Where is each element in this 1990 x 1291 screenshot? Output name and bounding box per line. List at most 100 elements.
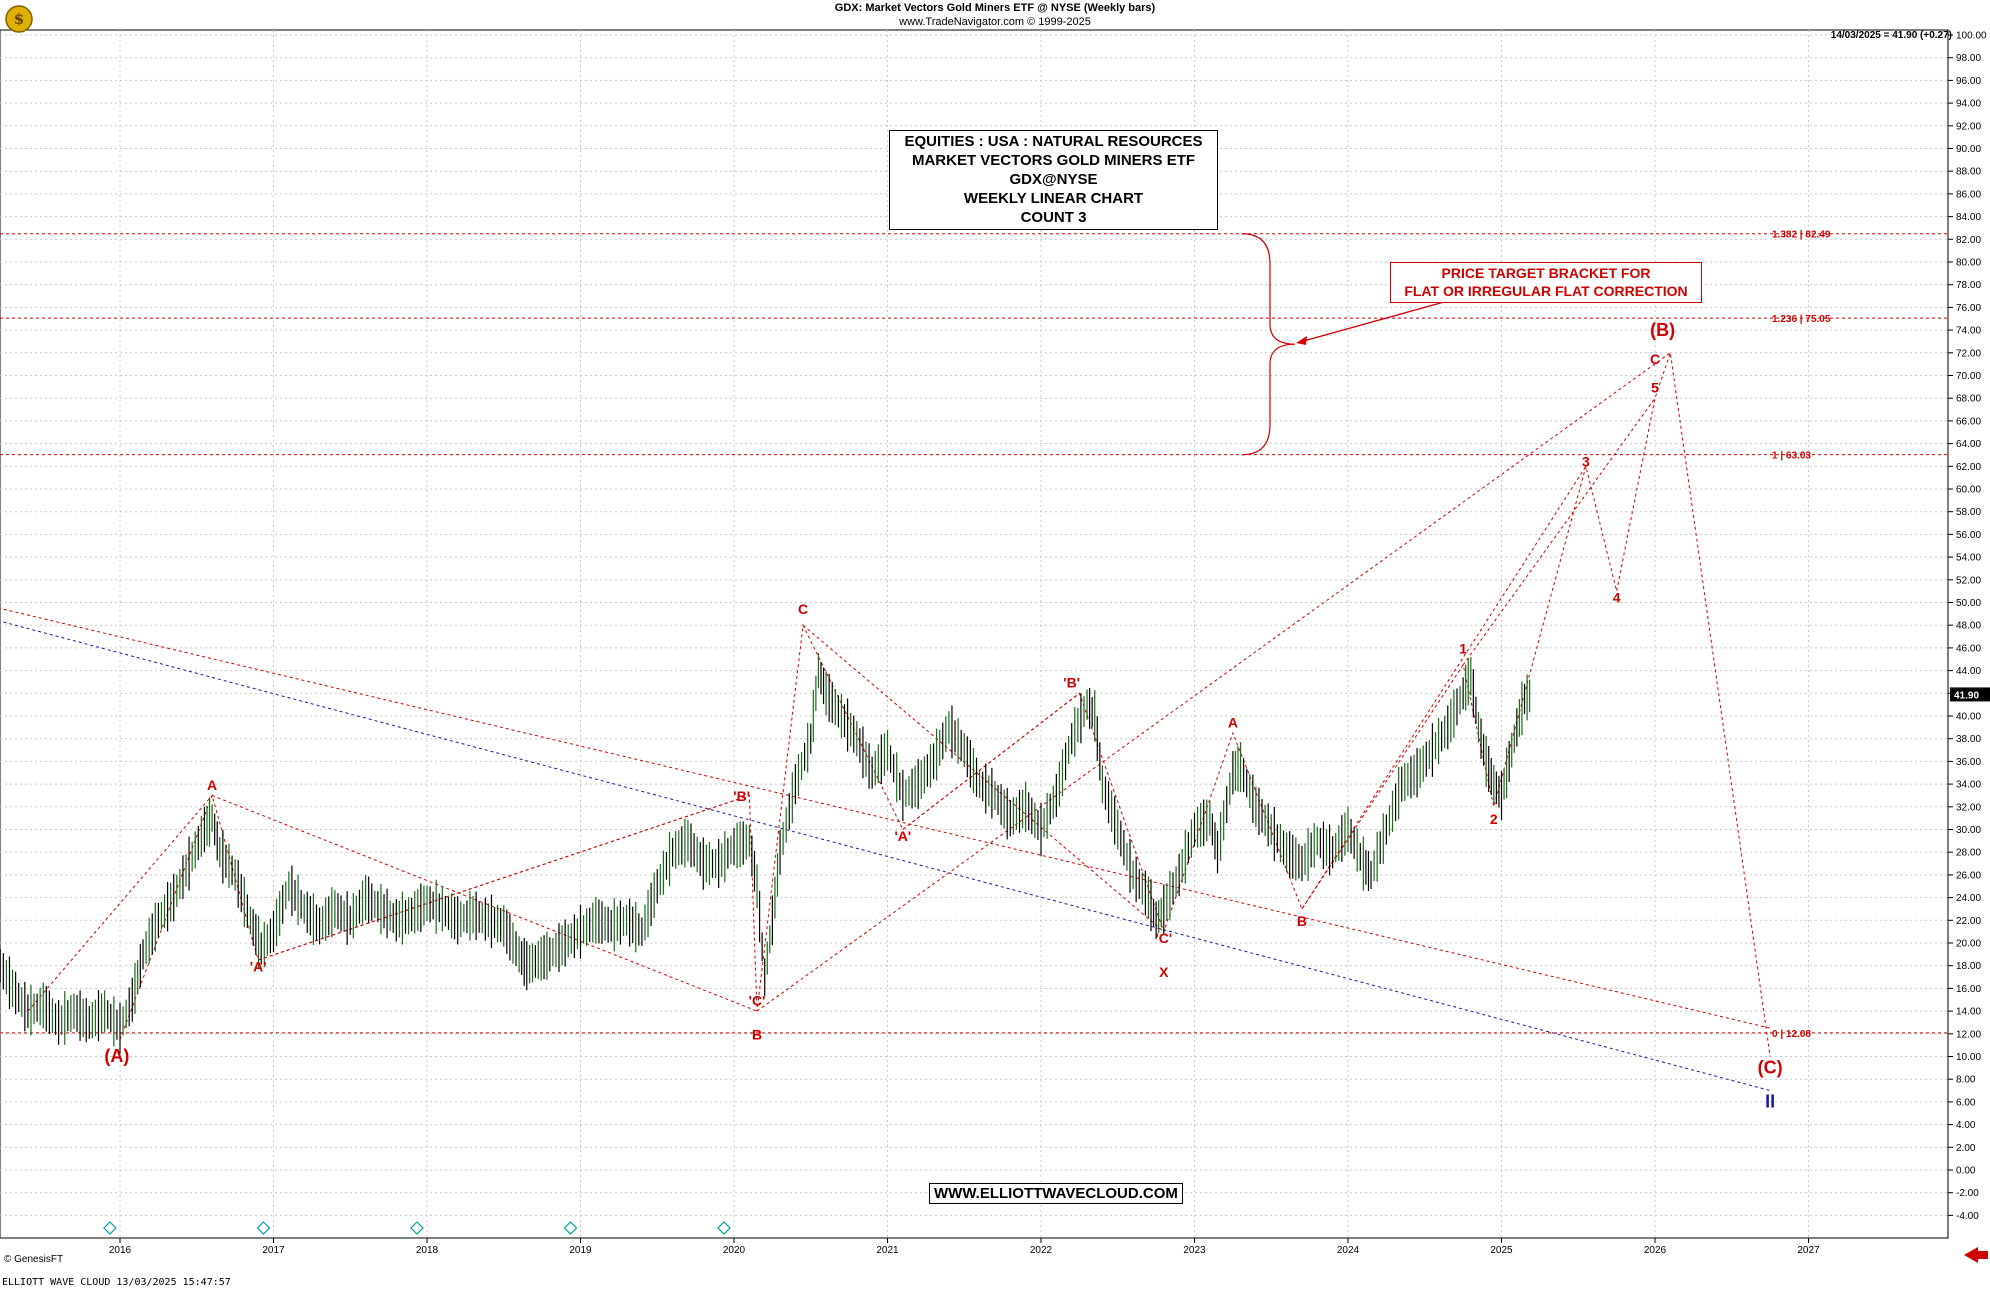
wave-path — [257, 794, 750, 961]
wave-label: C — [798, 601, 808, 617]
wave-label: X — [1159, 964, 1169, 980]
last-price-marker — [1950, 687, 1990, 702]
y-tick-label: 48.00 — [1956, 621, 1981, 632]
y-tick-label: 92.00 — [1956, 121, 1981, 132]
wave-label: B — [1297, 913, 1307, 929]
info-line: MARKET VECTORS GOLD MINERS ETF — [911, 152, 1196, 169]
wave-label: A — [207, 777, 217, 793]
y-tick-label: -4.00 — [1956, 1211, 1979, 1222]
x-tick-label: 2023 — [1183, 1245, 1206, 1256]
wave-label: 'B' — [733, 788, 750, 804]
y-tick-label: 68.00 — [1956, 394, 1981, 405]
x-tick-label: 2022 — [1030, 1245, 1053, 1256]
y-tick-label: 94.00 — [1956, 99, 1981, 110]
y-tick-label: 62.00 — [1956, 462, 1981, 473]
x-tick-label: 2024 — [1337, 1245, 1360, 1256]
target-line: PRICE TARGET BRACKET FOR — [1441, 265, 1651, 281]
x-tick-label: 2021 — [876, 1245, 899, 1256]
y-tick-label: 14.00 — [1956, 1007, 1981, 1018]
wave-label: 'A' — [250, 958, 267, 974]
y-tick-label: 22.00 — [1956, 916, 1981, 927]
wave-label: II — [1765, 1092, 1775, 1112]
instrument-info-box: EQUITIES : USA : NATURAL RESOURCES MARKE… — [889, 130, 1218, 230]
y-tick-label: 88.00 — [1956, 167, 1981, 178]
wave-label: 2 — [1490, 811, 1498, 827]
y-tick-label: 40.00 — [1956, 712, 1981, 723]
y-tick-label: 20.00 — [1956, 939, 1981, 950]
wave-path — [1301, 466, 1587, 910]
last-price-label: 41.90 — [1954, 690, 1979, 701]
wave-label: (A) — [104, 1046, 129, 1066]
y-tick-label: 46.00 — [1956, 643, 1981, 654]
wave-label: A — [1228, 714, 1238, 730]
y-tick-label: 80.00 — [1956, 258, 1981, 269]
x-tick-label: 2017 — [262, 1245, 285, 1256]
wave-label: 4 — [1613, 590, 1621, 606]
event-diamond-icon — [410, 1221, 424, 1235]
y-tick-label: 64.00 — [1956, 439, 1981, 450]
x-tick-label: 2025 — [1490, 1245, 1513, 1256]
y-tick-label: 72.00 — [1956, 348, 1981, 359]
wave-label: (C) — [1758, 1058, 1783, 1078]
y-tick-label: 52.00 — [1956, 575, 1981, 586]
y-tick-label: 66.00 — [1956, 416, 1981, 427]
x-tick-label: 2018 — [416, 1245, 439, 1256]
wave-label: 3 — [1582, 453, 1590, 469]
y-tick-label: 6.00 — [1956, 1097, 1976, 1108]
y-tick-label: 78.00 — [1956, 280, 1981, 291]
y-tick-label: 58.00 — [1956, 507, 1981, 518]
x-tick-label: 2027 — [1797, 1245, 1820, 1256]
price-readout: 14/03/2025 = 41.90 (+0.27) — [1830, 30, 1952, 41]
chart-title: GDX: Market Vectors Gold Miners ETF @ NY… — [834, 2, 1156, 14]
wave-path — [1462, 397, 1656, 666]
y-tick-label: 50.00 — [1956, 598, 1981, 609]
y-tick-label: 98.00 — [1956, 53, 1981, 64]
y-tick-label: 34.00 — [1956, 780, 1981, 791]
y-tick-label: 60.00 — [1956, 485, 1981, 496]
wave-label: 'C' — [1155, 930, 1172, 946]
fib-level-label: 0 | 12.08 — [1772, 1029, 1811, 1040]
target-arrow-head — [1296, 336, 1307, 345]
wave-label: 5 — [1651, 380, 1659, 396]
event-diamond-icon — [717, 1221, 731, 1235]
y-tick-label: -2.00 — [1956, 1188, 1979, 1199]
plot-frame — [0, 29, 1949, 1239]
info-line: EQUITIES : USA : NATURAL RESOURCES — [904, 133, 1203, 150]
info-line: WEEKLY LINEAR CHART — [963, 190, 1144, 207]
y-tick-label: 10.00 — [1956, 1052, 1981, 1063]
y-tick-label: 44.00 — [1956, 666, 1981, 677]
y-tick-label: 38.00 — [1956, 734, 1981, 745]
y-tick-label: 54.00 — [1956, 553, 1981, 564]
y-tick-label: 70.00 — [1956, 371, 1981, 382]
wave-path — [211, 794, 758, 1012]
y-tick-label: 0.00 — [1956, 1166, 1976, 1177]
y-tick-label: 28.00 — [1956, 848, 1981, 859]
event-diamond-icon — [103, 1221, 117, 1235]
y-tick-label: 96.00 — [1956, 76, 1981, 87]
y-tick-label: 82.00 — [1956, 235, 1981, 246]
website-label: WWW.ELLIOTTWAVECLOUD.COM — [929, 1183, 1183, 1204]
x-tick-label: 2016 — [109, 1245, 132, 1256]
y-tick-label: 26.00 — [1956, 870, 1981, 881]
wave-label: 'C' — [749, 992, 766, 1008]
y-tick-label: 30.00 — [1956, 825, 1981, 836]
y-tick-label: 2.00 — [1956, 1143, 1976, 1154]
wave-label: C — [1650, 351, 1660, 367]
svg-text:$: $ — [14, 10, 24, 28]
y-tick-label: 84.00 — [1956, 212, 1981, 223]
y-tick-label: 76.00 — [1956, 303, 1981, 314]
target-line: FLAT OR IRREGULAR FLAT CORRECTION — [1404, 283, 1688, 299]
scroll-arrow-icon — [1964, 1247, 1988, 1263]
price-target-annotation: PRICE TARGET BRACKET FOR FLAT OR IRREGUL… — [1390, 262, 1702, 303]
y-tick-label: 32.00 — [1956, 802, 1981, 813]
wave-path — [119, 352, 1771, 1057]
wave-path — [802, 624, 1165, 933]
wave-label: 'A' — [894, 828, 911, 844]
info-line: COUNT 3 — [1020, 209, 1087, 226]
y-tick-label: 12.00 — [1956, 1029, 1981, 1040]
x-tick-label: 2026 — [1644, 1245, 1667, 1256]
y-tick-label: 16.00 — [1956, 984, 1981, 995]
y-tick-label: 24.00 — [1956, 893, 1981, 904]
wave-path — [756, 352, 1671, 1012]
y-tick-label: 4.00 — [1956, 1120, 1976, 1131]
